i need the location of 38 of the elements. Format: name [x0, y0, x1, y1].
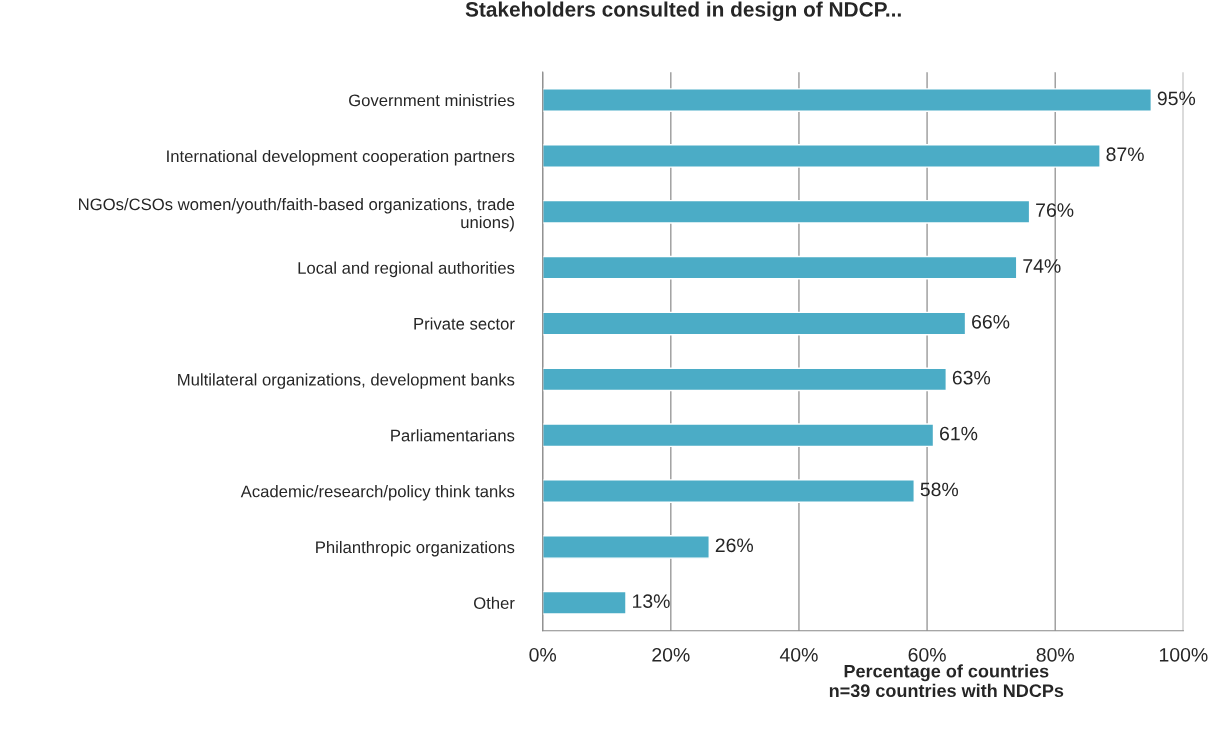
- chart-title: Stakeholders consulted in design of NDCP...: [465, 1, 901, 21]
- y-tick-label: Other: [474, 596, 515, 610]
- y-tick-label: Government ministries: [349, 94, 515, 107]
- y-tick-label: Parliamentarians: [391, 429, 515, 442]
- y-tick-label: International development cooperation partners: [167, 149, 515, 166]
- data-label: 74%: [1023, 259, 1061, 273]
- data-label: 66%: [972, 314, 1010, 329]
- data-label: 87%: [1106, 147, 1144, 162]
- x-tick-label: 40%: [779, 647, 818, 662]
- data-label: 63%: [952, 370, 991, 385]
- x-tick-label: 60%: [908, 647, 946, 662]
- y-tick-label: Local and regional authorities: [298, 261, 515, 278]
- bar: [542, 535, 710, 559]
- x-axis-title: Percentage of countries n=39 countries with NDCPs: [829, 664, 1064, 698]
- data-label: 58%: [920, 482, 959, 497]
- data-label: 95%: [1157, 91, 1196, 106]
- x-tick-label: 20%: [652, 647, 690, 662]
- data-label: 26%: [715, 538, 754, 553]
- y-tick-label: Multilateral organizations, development banks: [178, 373, 515, 389]
- data-label: 76%: [1036, 203, 1074, 217]
- bar: [542, 88, 1153, 112]
- bar: [542, 479, 915, 503]
- bar: [542, 144, 1101, 168]
- y-tick-label: Academic/research/policy think tanks: [240, 485, 515, 501]
- y-tick-label: Private sector: [414, 317, 515, 330]
- y-tick-label: NGOs/CSOs women/youth/faith-based organizations, trade unions): [79, 197, 515, 232]
- x-tick-label: 80%: [1036, 647, 1074, 662]
- x-tick-label: 0%: [529, 647, 557, 662]
- bar: [542, 423, 935, 448]
- x-tick-label: 100%: [1159, 647, 1208, 662]
- data-label: 61%: [940, 426, 978, 441]
- bar: [542, 255, 1018, 280]
- y-tick-label: Philanthropic organizations: [316, 540, 515, 557]
- bar: [542, 590, 627, 615]
- data-label: 13%: [633, 594, 670, 609]
- bar: [542, 367, 947, 392]
- bar: [542, 311, 967, 336]
- bar: [542, 199, 1031, 224]
